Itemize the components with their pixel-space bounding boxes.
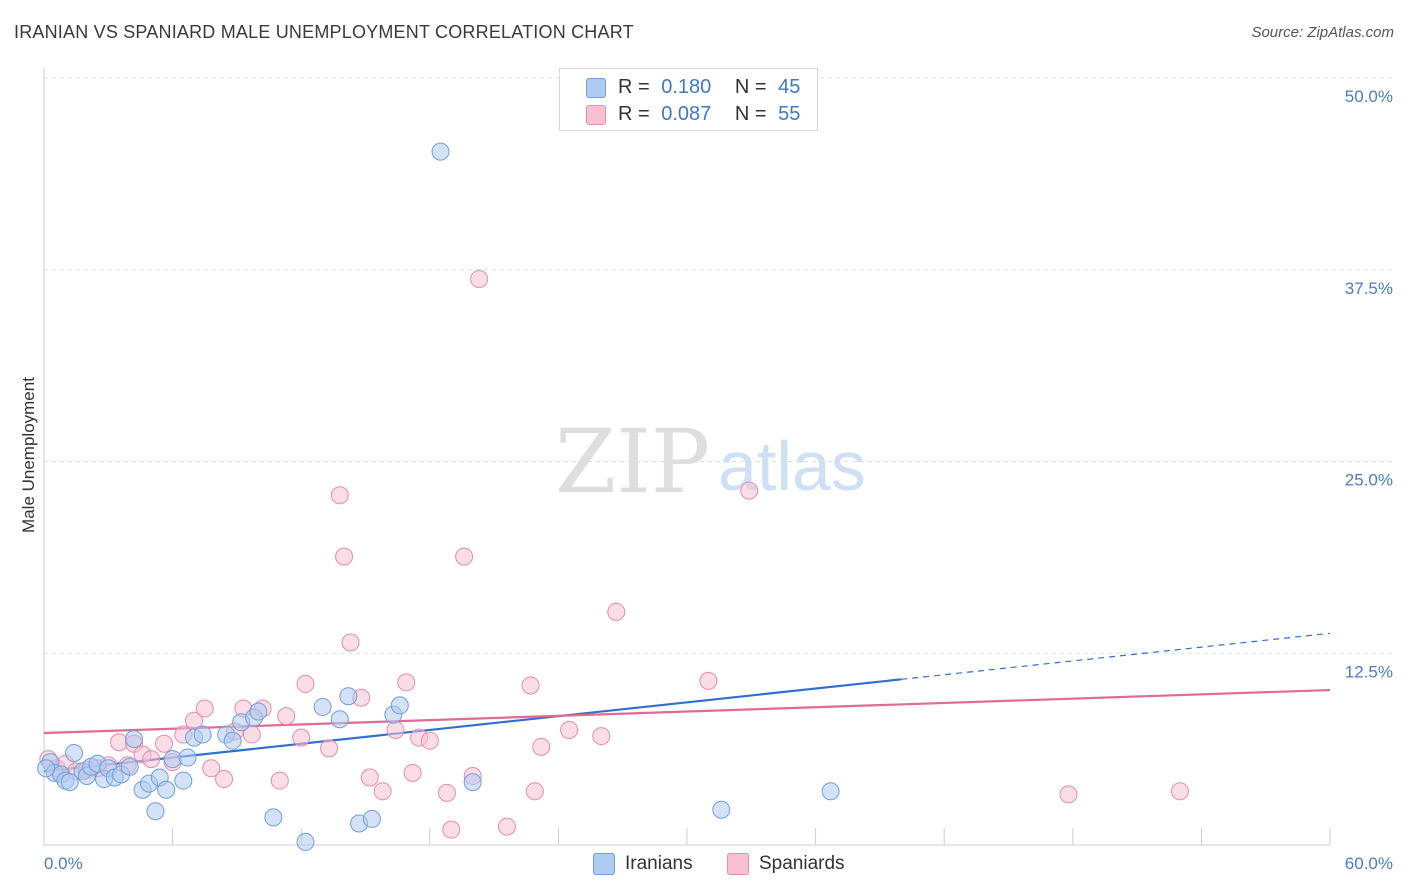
spaniards-point-52 [740, 481, 759, 500]
spaniards-point-27 [320, 739, 339, 758]
y-tick-labels: 12.5% 25.0% 37.5% 50.0% [1345, 87, 1393, 681]
spaniards-point-46 [525, 782, 544, 801]
spaniards-point-54 [1170, 782, 1189, 801]
iranians-point-35 [339, 687, 358, 706]
legend-iranians-swatch [593, 853, 615, 875]
spaniards-point-45 [521, 676, 540, 695]
legend-item-iranians[interactable]: Iranians [593, 851, 693, 877]
iranians-point-14 [120, 757, 139, 776]
iranians-point-23 [178, 748, 197, 767]
spaniards-point-48 [560, 720, 579, 739]
x-tick-max: 60.0% [1345, 854, 1393, 873]
spaniards-r-value: 0.087 [661, 102, 712, 125]
spaniards-point-25 [292, 728, 311, 747]
spaniards-point-41 [455, 547, 474, 566]
iranians-point-32 [296, 832, 315, 851]
spaniards-point-7 [110, 733, 129, 752]
legend-spaniards-label: Spaniards [759, 853, 845, 874]
spaniards-point-40 [442, 820, 461, 839]
legend-spaniards-swatch [727, 853, 749, 875]
spaniards-point-47 [532, 737, 551, 756]
iranians-point-39 [390, 696, 409, 715]
x-tick-min: 0.0% [44, 854, 83, 873]
iranians-point-34 [330, 710, 349, 729]
source-label: Source: ZipAtlas.com [1251, 24, 1394, 41]
iranians-point-44 [37, 759, 56, 778]
stats-legend: R = 0.180 N = 45 R = 0.087 N = 55 [559, 68, 818, 131]
spaniards-point-16 [195, 699, 214, 718]
spaniards-point-33 [373, 782, 392, 801]
iranians-point-30 [249, 702, 268, 721]
spaniards-point-12 [155, 734, 174, 753]
iranians-point-21 [163, 750, 182, 769]
iranians-point-37 [362, 809, 381, 828]
iranians-point-20 [157, 780, 176, 799]
gridlines [44, 77, 1395, 654]
iranians-r-value: 0.180 [661, 75, 712, 98]
iranians-point-25 [193, 725, 212, 744]
spaniards-point-39 [437, 783, 456, 802]
iranians-point-43 [821, 782, 840, 801]
spaniards-point-28 [330, 486, 349, 505]
spaniards-point-36 [403, 763, 422, 782]
spaniards-point-35 [397, 673, 416, 692]
spaniards-swatch [586, 105, 606, 125]
spaniards-point-32 [360, 768, 379, 787]
y-tick-label-3: 50.0% [1345, 87, 1393, 106]
iranians-point-31 [264, 808, 283, 827]
spaniards-point-34 [386, 720, 405, 739]
spaniards-n-value: 55 [778, 102, 801, 125]
spaniards-point-51 [699, 671, 718, 690]
iranians-swatch [586, 78, 606, 98]
iranians-points [37, 142, 840, 851]
iranians-point-15 [125, 730, 144, 749]
iranians-n-value: 45 [778, 75, 801, 98]
iranians-point-40 [431, 142, 450, 161]
iranians-point-27 [223, 731, 242, 750]
iranians-trend-extension [901, 632, 1331, 680]
iranians-point-5 [65, 743, 84, 762]
y-tick-label-2: 37.5% [1345, 279, 1393, 298]
iranians-n-label: N = [734, 75, 767, 98]
spaniards-point-26 [296, 674, 315, 693]
spaniards-point-50 [607, 602, 626, 621]
legend-iranians-label: Iranians [625, 853, 693, 874]
iranians-r-label: R = [618, 75, 650, 98]
y-tick-label-0: 12.5% [1345, 662, 1393, 681]
spaniards-point-29 [335, 547, 354, 566]
y-axis-label: Male Unemployment [19, 377, 38, 533]
spaniards-point-53 [1059, 785, 1078, 804]
spaniards-point-24 [277, 707, 296, 726]
spaniards-point-43 [470, 269, 489, 288]
iranians-point-18 [146, 802, 165, 821]
iranians-point-41 [463, 773, 482, 792]
watermark-atlas: atlas [718, 427, 866, 505]
chart-title: IRANIAN VS SPANIARD MALE UNEMPLOYMENT CO… [14, 22, 634, 42]
spaniards-point-17 [202, 759, 221, 778]
spaniards-point-44 [497, 817, 516, 836]
iranians-point-22 [174, 771, 193, 790]
iranians-point-42 [712, 800, 731, 819]
spaniards-r-label: R = [618, 102, 650, 125]
spaniards-point-49 [592, 727, 611, 746]
watermark-zip: ZIP [555, 410, 710, 513]
spaniards-point-38 [420, 731, 439, 750]
iranians-point-33 [313, 697, 332, 716]
spaniards-point-30 [341, 633, 360, 652]
axes [43, 68, 1331, 846]
legend-item-spaniards[interactable]: Spaniards [727, 851, 845, 877]
spaniards-point-18 [215, 770, 234, 789]
y-tick-label-1: 25.0% [1345, 471, 1393, 490]
spaniards-trend-line [43, 688, 1331, 735]
iranians-point-4 [60, 773, 79, 792]
spaniards-n-label: N = [734, 102, 767, 125]
spaniards-point-23 [270, 771, 289, 790]
spaniards-point-11 [142, 750, 161, 769]
